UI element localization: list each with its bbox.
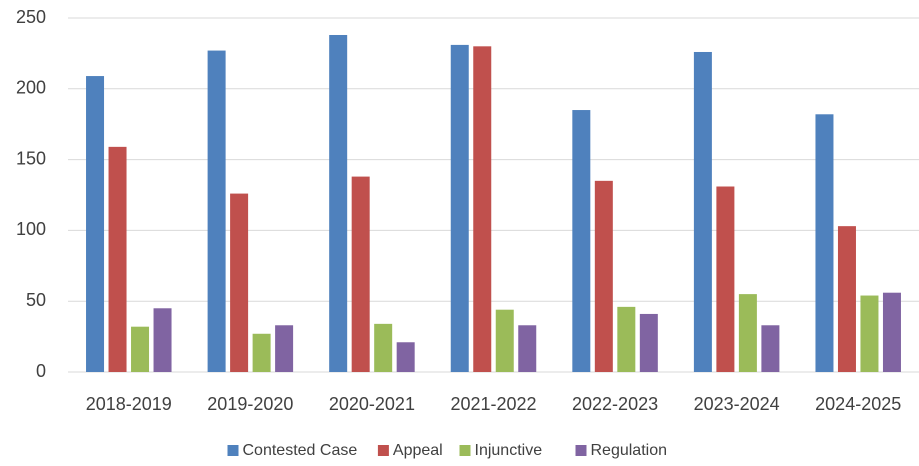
x-tick-label: 2020-2021 <box>329 394 415 414</box>
x-tick-label: 2019-2020 <box>207 394 293 414</box>
legend-label: Appeal <box>393 442 443 459</box>
x-tick-label: 2023-2024 <box>694 394 780 414</box>
y-tick-label: 0 <box>36 361 46 381</box>
x-tick-label: 2021-2022 <box>450 394 536 414</box>
bar <box>761 325 780 372</box>
bar <box>473 46 492 372</box>
legend-label: Injunctive <box>475 442 543 459</box>
legend-swatch <box>575 445 587 456</box>
bar <box>230 193 249 372</box>
x-tick-label: 2018-2019 <box>86 394 172 414</box>
bar <box>617 306 636 372</box>
legend-swatch <box>459 445 471 456</box>
bar <box>639 313 658 372</box>
bar <box>131 326 150 372</box>
bar <box>351 176 370 372</box>
bar <box>738 294 757 372</box>
bar <box>374 323 393 372</box>
legend-label: Regulation <box>591 442 668 459</box>
bar <box>693 51 712 372</box>
bar <box>594 180 613 372</box>
bar <box>716 186 735 372</box>
bar <box>860 295 879 372</box>
bar <box>450 44 469 373</box>
bar <box>518 325 537 372</box>
y-tick-label: 200 <box>16 78 46 98</box>
bar <box>495 309 514 372</box>
x-tick-label: 2024-2025 <box>815 394 901 414</box>
bar <box>153 308 172 372</box>
bar <box>207 50 226 373</box>
x-tick-label: 2022-2023 <box>572 394 658 414</box>
bar <box>572 110 591 372</box>
bar <box>882 292 901 372</box>
legend-label: Contested Case <box>243 442 358 459</box>
bar <box>252 333 271 372</box>
legend-swatch <box>377 445 389 456</box>
bar <box>108 146 127 372</box>
y-tick-label: 100 <box>16 219 46 239</box>
bar <box>329 34 348 372</box>
y-tick-label: 250 <box>16 7 46 27</box>
bar <box>815 114 834 373</box>
legend-swatch <box>227 445 239 456</box>
bar <box>396 342 415 372</box>
y-tick-label: 50 <box>26 290 46 310</box>
y-tick-label: 150 <box>16 148 46 168</box>
bar <box>837 226 856 372</box>
bar <box>86 76 105 372</box>
bar <box>275 325 294 372</box>
